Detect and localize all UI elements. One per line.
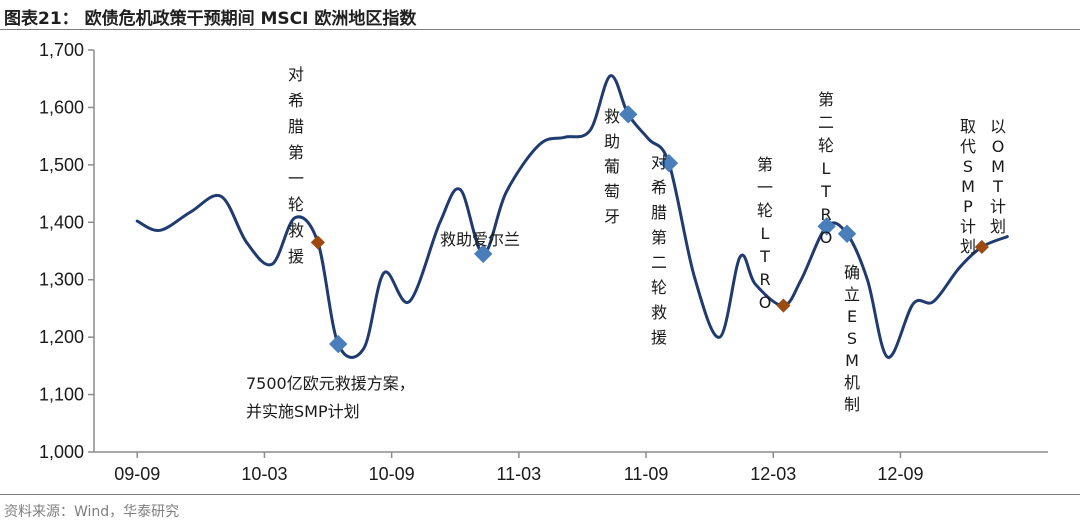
event-marker-square xyxy=(817,217,836,236)
chart-source: 资料来源：Wind，华泰研究 xyxy=(4,504,180,520)
event-label-greece-2: 对希腊第二轮救援 xyxy=(651,153,667,347)
series-line-msci-europe xyxy=(135,74,1009,359)
y-tick-label: 1,000 xyxy=(39,442,84,462)
event-marker-square xyxy=(659,153,679,173)
event-marker-diamond xyxy=(974,239,989,255)
axes xyxy=(88,49,1048,458)
y-tick-label: 1,700 xyxy=(39,40,84,60)
event-markers xyxy=(310,105,989,354)
y-tick-label: 1,500 xyxy=(39,155,84,175)
event-marker-square xyxy=(329,334,348,354)
event-label-portugal: 救助葡萄牙 xyxy=(604,107,620,226)
y-tick-label: 1,200 xyxy=(39,327,84,347)
y-tick-label: 1,100 xyxy=(39,385,84,405)
event-label-esm: 确立 E S M 机制 xyxy=(844,263,860,414)
x-tick-label: 11-03 xyxy=(496,464,541,484)
x-tick-label: 12-09 xyxy=(877,464,923,484)
msci-europe-line-chart: 1,000 1,100 1,200 1,300 1,400 1,500 1,600 1,700… xyxy=(39,40,1048,484)
event-label-750bn-line2: 并实施SMP计划 xyxy=(246,402,360,421)
y-tick-label: 1,300 xyxy=(39,270,84,290)
x-tick-label: 10-03 xyxy=(241,464,287,484)
event-label-ireland: 救助爱尔兰 xyxy=(440,230,520,249)
event-label-omt-col2: 取代 S M P 计划 xyxy=(960,117,976,256)
chart-title: 图表21： 欧债危机政策干预期间 MSCI 欧洲地区指数 xyxy=(4,9,417,29)
source-divider xyxy=(0,494,1080,495)
x-tick-label: 10-09 xyxy=(369,464,415,484)
tick-labels: 1,000 1,100 1,200 1,300 1,400 1,500 1,600 1,700… xyxy=(39,40,924,484)
y-tick-label: 1,600 xyxy=(39,97,84,117)
event-label-omt-col1: 以 O M T 计划 xyxy=(990,117,1006,236)
x-tick-label: 12-03 xyxy=(750,464,796,484)
event-label-750bn-line1: 7500亿欧元救援方案， xyxy=(246,374,415,393)
event-label-ltro-1: 第一轮 L T R O xyxy=(757,155,773,312)
event-marker-diamond xyxy=(776,298,791,313)
event-label-ltro-2: 第二轮 L T R O xyxy=(818,90,834,247)
event-marker-diamond xyxy=(310,235,325,250)
event-marker-square xyxy=(837,224,857,243)
title-divider xyxy=(0,29,1080,30)
y-tick-label: 1,400 xyxy=(39,212,84,232)
x-tick-label: 11-09 xyxy=(624,464,669,484)
event-label-greece-1: 对希腊第一轮救援 xyxy=(288,65,304,266)
event-labels: 对希腊第一轮救援 7500亿欧元救援方案， 并实施SMP计划 救助爱尔兰 救助葡萄牙 对希… xyxy=(246,65,1006,421)
x-tick-label: 09-09 xyxy=(114,464,160,484)
event-marker-square xyxy=(619,105,638,124)
event-marker-square xyxy=(474,244,493,264)
